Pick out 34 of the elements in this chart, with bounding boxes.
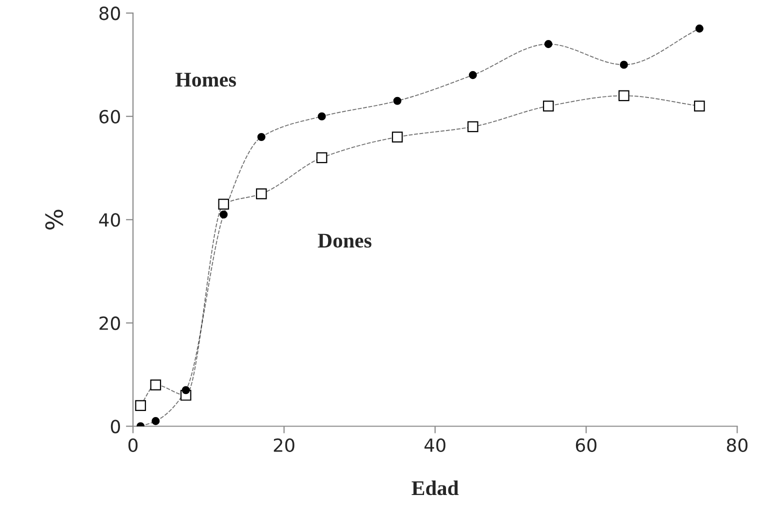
point [695, 24, 704, 33]
point [542, 100, 554, 112]
point [544, 40, 552, 48]
x-tick-label: 40 [424, 438, 446, 452]
x-tick-label: 60 [576, 438, 596, 452]
y-tick-label: 0 [110, 420, 120, 434]
point [182, 386, 190, 394]
point [150, 380, 162, 390]
point [618, 90, 630, 102]
x-tick-label: 0 [128, 438, 138, 452]
y-axis-title: % [45, 210, 64, 230]
y-tick-label: 80 [99, 6, 120, 20]
text: Dones [318, 234, 372, 248]
x-axis-title: Edad [412, 480, 459, 496]
point [694, 100, 705, 112]
x-tick-label: 20 [274, 438, 294, 452]
y-tick-label: 40 [99, 213, 120, 227]
point [256, 188, 267, 200]
text: Homes [176, 72, 236, 87]
point [393, 96, 402, 105]
point [468, 71, 477, 80]
y-tick-label: 60 [99, 110, 120, 124]
point [318, 112, 326, 120]
point [392, 132, 403, 142]
point [620, 60, 628, 69]
point [220, 210, 228, 219]
point [257, 133, 266, 142]
point [316, 152, 328, 164]
point [152, 417, 160, 426]
point [467, 121, 478, 132]
x-tick-label: 80 [726, 438, 748, 452]
point [218, 198, 230, 210]
y-tick-label: 20 [100, 316, 120, 330]
point [135, 400, 146, 411]
